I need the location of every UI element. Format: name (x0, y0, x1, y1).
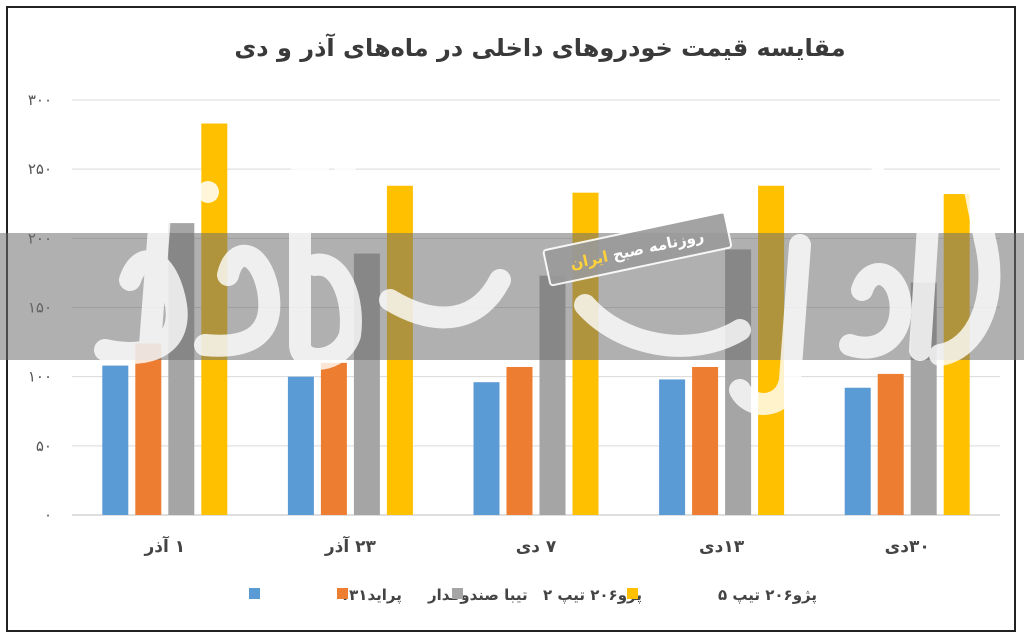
bar (287, 376, 314, 515)
bar (135, 343, 162, 515)
bar (473, 382, 500, 515)
watermark-dot (810, 400, 830, 420)
y-tick-label: ۱۰۰ (28, 368, 52, 386)
bar (659, 379, 686, 515)
watermark-dot (867, 167, 889, 189)
legend-label: پراید۱۳۱ (340, 586, 402, 605)
x-category-label: ۳۰دی (885, 537, 930, 557)
y-tick-label: ۳۰۰ (28, 91, 52, 109)
y-tick-label: ۲۵۰ (28, 160, 52, 178)
watermark-stamp: روزنامه صبح ایران (542, 211, 733, 287)
y-tick-label: ۵۰ (36, 437, 52, 455)
watermark-logo: روزنامه صبح ایران (0, 159, 1024, 420)
watermark-calligraphy (94, 164, 1001, 415)
watermark-dot (334, 161, 356, 183)
bar (844, 387, 871, 515)
x-category-label: ۲۳ آذر (324, 535, 377, 557)
legend: پراید۱۳۱ تیبا صندوقدار پژو۲۰۶ تیپ ۲ پژو۲۰۶ … (249, 586, 817, 605)
watermark-dot (197, 181, 219, 203)
chart-title: مقایسه قیمت خودروهای داخلی در ماه‌های آذ… (234, 33, 845, 62)
x-category-label: ۷ دی (516, 537, 557, 557)
legend-swatch (452, 588, 463, 599)
bar (877, 373, 904, 515)
x-category-label: ۱۳دی (699, 537, 745, 557)
bar (320, 362, 347, 515)
legend-swatch (627, 588, 638, 599)
watermark-dot (307, 159, 329, 181)
bar (692, 366, 719, 515)
bar (102, 365, 129, 515)
bar (506, 366, 533, 515)
legend-label: پژو۲۰۶ تیپ ۲ (543, 586, 642, 605)
legend-swatch (337, 588, 348, 599)
x-category-label: ۱ آذر (143, 535, 185, 557)
legend-swatch (249, 588, 260, 599)
legend-label: تیبا صندوقدار (427, 586, 528, 604)
legend-label: پژو۲۰۶ تیپ ۵ (718, 586, 817, 605)
y-tick-label: ۰ (44, 506, 52, 524)
x-axis: ۱ آذر ۲۳ آذر ۷ دی ۱۳دی ۳۰دی (143, 535, 929, 557)
